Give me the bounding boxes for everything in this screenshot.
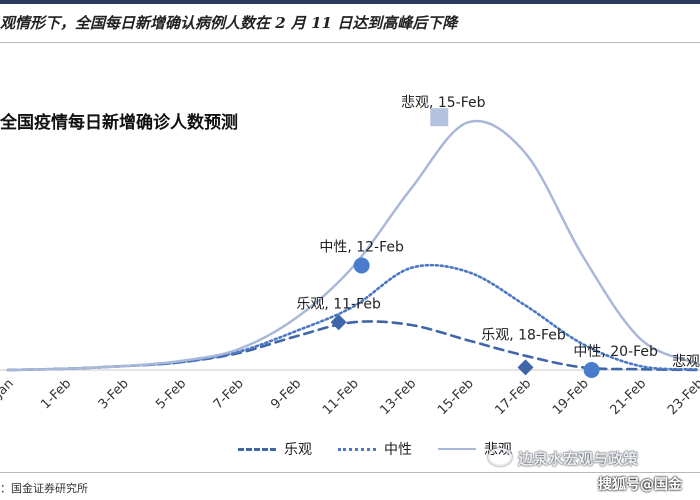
figure-caption: 观情形下，全国每日新增确认病例人数在 2 月 11 日达到高峰后下降 bbox=[0, 14, 458, 32]
data-label: 乐观, 18-Feb bbox=[481, 327, 566, 343]
x-tick-labels: Jan 1-Feb 3-Feb 5-Feb 7-Feb 9-Feb 11-Feb 13-Feb… bbox=[0, 376, 700, 418]
marker-circle bbox=[583, 362, 600, 378]
x-tick-label: 13-Feb bbox=[377, 376, 419, 418]
header-divider bbox=[0, 42, 700, 43]
data-label: 悲观, 15-Feb bbox=[401, 94, 486, 111]
marker-circle bbox=[353, 257, 370, 274]
source-note: ：国金证券研究所 bbox=[0, 482, 88, 495]
series-markers bbox=[330, 108, 600, 378]
legend-swatch-dotted bbox=[338, 447, 376, 451]
legend-label: 乐观 bbox=[284, 442, 312, 458]
wechat-icon bbox=[488, 448, 512, 466]
legend: 乐观 中性 悲观 bbox=[238, 439, 512, 459]
x-tick-label: 11-Feb bbox=[320, 376, 362, 418]
legend-label: 中性 bbox=[384, 442, 412, 458]
top-rule bbox=[0, 0, 700, 4]
data-labels: 乐观, 11-Feb 乐观, 18-Feb 中性, 12-Feb 中性, 20-Feb… bbox=[296, 94, 700, 370]
data-label: 乐观, 11-Feb bbox=[296, 296, 381, 312]
data-label: 悲观 bbox=[672, 353, 700, 370]
data-label: 中性, 12-Feb bbox=[319, 240, 404, 256]
x-tick-label: 1-Feb bbox=[38, 376, 74, 412]
wechat-watermark: 边泉水宏观与政策 bbox=[488, 448, 638, 469]
x-tick-label: 23-Feb bbox=[665, 376, 700, 418]
chart-title: 全国疫情每日新增确诊人数预测 bbox=[0, 113, 238, 133]
x-tick-label: 19-Feb bbox=[550, 376, 592, 418]
x-tick-label: 17-Feb bbox=[492, 376, 534, 418]
legend-item-neutral: 中性 bbox=[338, 439, 412, 459]
footer-divider bbox=[0, 472, 700, 473]
x-tick-label: 21-Feb bbox=[607, 376, 649, 418]
x-tick-label: 7-Feb bbox=[211, 376, 247, 412]
series-line-pessimistic bbox=[6, 119, 700, 372]
marker-diamond bbox=[330, 314, 347, 331]
x-tick-label: 5-Feb bbox=[153, 376, 189, 412]
legend-item-optimistic: 乐观 bbox=[238, 439, 312, 459]
marker-square bbox=[430, 108, 449, 127]
data-label: 中性, 20-Feb bbox=[573, 344, 658, 360]
x-tick-label: Jan bbox=[0, 376, 17, 401]
x-tick-label: 3-Feb bbox=[96, 376, 132, 412]
sohu-watermark: 搜狐号@国金 bbox=[598, 477, 682, 493]
marker-diamond bbox=[517, 359, 534, 376]
legend-swatch-solid bbox=[438, 448, 476, 450]
x-tick-label: 9-Feb bbox=[268, 376, 304, 412]
x-tick-label: 15-Feb bbox=[435, 376, 477, 418]
legend-swatch-dashed bbox=[238, 447, 276, 451]
series-lines bbox=[6, 119, 700, 372]
